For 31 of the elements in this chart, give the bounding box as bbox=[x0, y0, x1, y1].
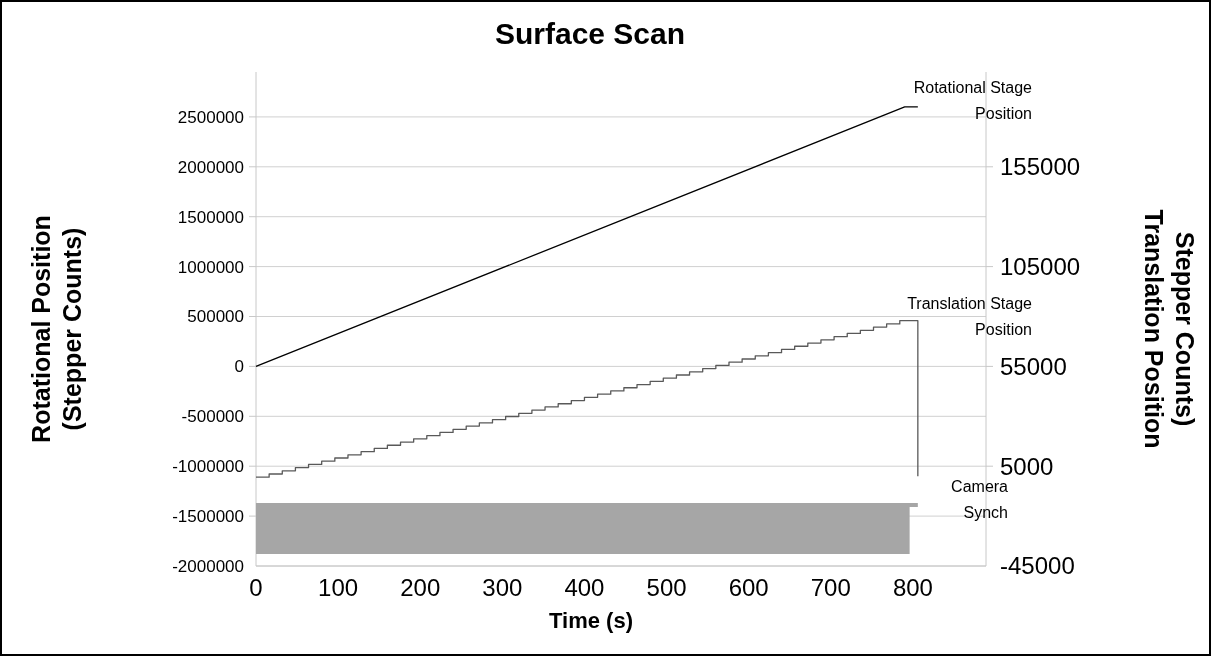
x-tick-label: 200 bbox=[400, 574, 441, 601]
chart-title: Surface Scan bbox=[494, 17, 686, 50]
x-tick-label: 0 bbox=[249, 574, 263, 601]
y-tick-label: 0 bbox=[234, 357, 244, 377]
x-tick-label: 400 bbox=[564, 574, 605, 601]
y2-tick-label: 55000 bbox=[1000, 352, 1067, 380]
x-tick-label: 600 bbox=[728, 574, 769, 601]
y-tick-label: 1000000 bbox=[177, 257, 244, 277]
y-tick-label: 500000 bbox=[187, 307, 244, 327]
series-label: Rotational Stage Position bbox=[913, 79, 1033, 122]
y-tick-label: -2000000 bbox=[172, 556, 244, 576]
x-tick-label: 800 bbox=[892, 574, 933, 601]
y-tick-label: 2000000 bbox=[177, 157, 244, 177]
y2-tick-label: 105000 bbox=[1000, 253, 1081, 281]
y-tick-label: 1500000 bbox=[177, 207, 244, 227]
y2-tick-label: -45000 bbox=[1000, 552, 1075, 580]
y-tick-label: -500000 bbox=[181, 407, 244, 427]
y-tick-label: -1500000 bbox=[172, 507, 244, 527]
series-label: Translation Stage Position bbox=[907, 295, 1033, 338]
y-axis-title: Rotational Position (Stepper Counts) bbox=[27, 215, 86, 443]
x-axis-title: Time (s) bbox=[549, 608, 633, 633]
y-tick-label: -1000000 bbox=[172, 457, 244, 477]
y2-axis-title: Translation Position Stepper Counts) bbox=[1140, 209, 1199, 449]
x-tick-label: 500 bbox=[646, 574, 687, 601]
text: Camera Synch bbox=[951, 478, 1009, 521]
y2-tick-label: 5000 bbox=[1000, 452, 1054, 480]
y2-tick-label: 155000 bbox=[1000, 153, 1081, 181]
y-tick-label: 2500000 bbox=[177, 107, 244, 127]
x-tick-label: 700 bbox=[810, 574, 851, 601]
x-tick-label: 100 bbox=[318, 574, 359, 601]
x-tick-label: 300 bbox=[482, 574, 523, 601]
